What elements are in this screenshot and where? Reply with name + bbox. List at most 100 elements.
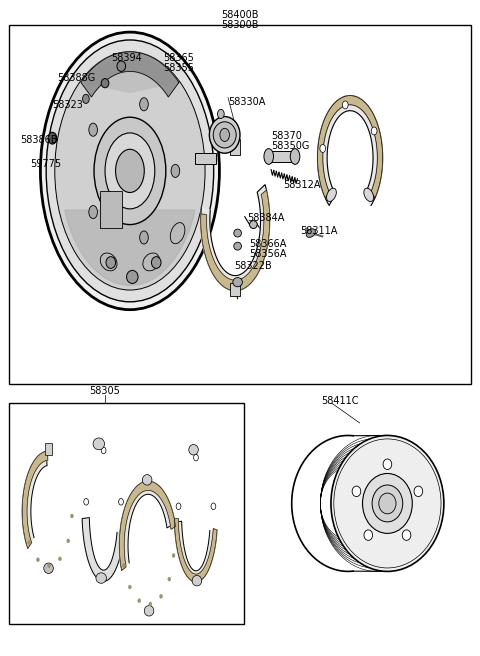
Ellipse shape — [414, 486, 423, 497]
Ellipse shape — [83, 94, 89, 104]
Ellipse shape — [140, 98, 148, 111]
Ellipse shape — [217, 110, 224, 119]
Ellipse shape — [220, 129, 229, 142]
Ellipse shape — [128, 585, 131, 589]
Ellipse shape — [28, 541, 31, 544]
Ellipse shape — [331, 436, 444, 571]
Ellipse shape — [93, 438, 105, 450]
Ellipse shape — [320, 144, 325, 152]
Text: 58330A: 58330A — [228, 97, 265, 107]
Ellipse shape — [352, 486, 361, 497]
Text: 58350G: 58350G — [271, 141, 310, 151]
Polygon shape — [318, 96, 383, 205]
Ellipse shape — [372, 485, 403, 522]
Polygon shape — [65, 210, 195, 285]
Ellipse shape — [96, 573, 107, 583]
Text: 58370: 58370 — [271, 131, 302, 141]
Ellipse shape — [364, 530, 372, 541]
Bar — [9, 403, 244, 624]
Polygon shape — [22, 451, 47, 546]
Polygon shape — [22, 451, 48, 548]
Polygon shape — [85, 56, 175, 92]
Ellipse shape — [119, 499, 123, 505]
Ellipse shape — [362, 474, 412, 533]
Text: 58411C: 58411C — [322, 396, 359, 406]
Ellipse shape — [117, 61, 126, 72]
Polygon shape — [174, 518, 217, 582]
Ellipse shape — [143, 253, 159, 271]
Ellipse shape — [379, 493, 396, 514]
Bar — [9, 25, 471, 384]
Polygon shape — [120, 482, 175, 567]
Bar — [100, 190, 122, 228]
Text: 58384A: 58384A — [247, 213, 285, 223]
Ellipse shape — [116, 150, 144, 192]
Ellipse shape — [67, 539, 70, 543]
Text: 58355: 58355 — [163, 63, 194, 73]
Ellipse shape — [192, 575, 202, 586]
Polygon shape — [318, 96, 383, 197]
Ellipse shape — [168, 577, 171, 581]
Ellipse shape — [159, 594, 162, 598]
Ellipse shape — [55, 52, 205, 290]
Ellipse shape — [412, 488, 420, 497]
Text: 58312A: 58312A — [283, 180, 321, 190]
Polygon shape — [81, 52, 179, 97]
Text: 58305: 58305 — [89, 386, 120, 396]
Ellipse shape — [94, 117, 166, 224]
Polygon shape — [120, 482, 176, 571]
Ellipse shape — [334, 439, 441, 568]
Ellipse shape — [264, 149, 274, 165]
Ellipse shape — [171, 165, 180, 177]
Ellipse shape — [48, 133, 57, 144]
Ellipse shape — [143, 475, 152, 485]
Ellipse shape — [140, 231, 148, 244]
Polygon shape — [175, 522, 217, 582]
Ellipse shape — [209, 117, 240, 154]
Text: 58366A: 58366A — [250, 239, 287, 249]
Ellipse shape — [176, 503, 181, 510]
Ellipse shape — [233, 277, 242, 287]
Ellipse shape — [306, 229, 315, 237]
Text: 58323: 58323 — [52, 100, 83, 110]
Ellipse shape — [149, 602, 152, 606]
Ellipse shape — [211, 503, 216, 510]
Ellipse shape — [36, 558, 39, 562]
Polygon shape — [82, 518, 124, 581]
Ellipse shape — [342, 101, 348, 109]
Polygon shape — [201, 190, 270, 291]
Ellipse shape — [100, 253, 117, 271]
Ellipse shape — [326, 188, 336, 201]
Bar — [45, 443, 52, 455]
Text: 58356A: 58356A — [250, 249, 287, 259]
Text: 58400B: 58400B — [221, 10, 259, 20]
Ellipse shape — [59, 557, 61, 561]
Ellipse shape — [290, 149, 300, 165]
Ellipse shape — [193, 455, 198, 461]
Text: 58365: 58365 — [163, 53, 194, 63]
Ellipse shape — [40, 32, 219, 310]
Ellipse shape — [44, 563, 53, 573]
Ellipse shape — [189, 445, 198, 455]
Ellipse shape — [89, 123, 97, 136]
Text: 58394: 58394 — [111, 53, 142, 63]
Ellipse shape — [138, 599, 141, 603]
Ellipse shape — [170, 222, 185, 244]
Text: 58300B: 58300B — [221, 20, 259, 30]
Ellipse shape — [144, 605, 154, 616]
Text: 58388G: 58388G — [57, 73, 96, 83]
Ellipse shape — [152, 256, 161, 268]
Ellipse shape — [364, 188, 373, 201]
Ellipse shape — [46, 40, 214, 302]
Ellipse shape — [234, 229, 241, 237]
Ellipse shape — [172, 554, 175, 558]
Ellipse shape — [383, 459, 392, 470]
Ellipse shape — [89, 205, 97, 218]
Text: 58386B: 58386B — [20, 135, 57, 145]
Ellipse shape — [101, 447, 106, 454]
Bar — [230, 283, 240, 296]
Ellipse shape — [250, 220, 257, 228]
Text: 1220FS: 1220FS — [403, 475, 439, 485]
Text: 58311A: 58311A — [300, 226, 337, 236]
Ellipse shape — [127, 270, 138, 283]
